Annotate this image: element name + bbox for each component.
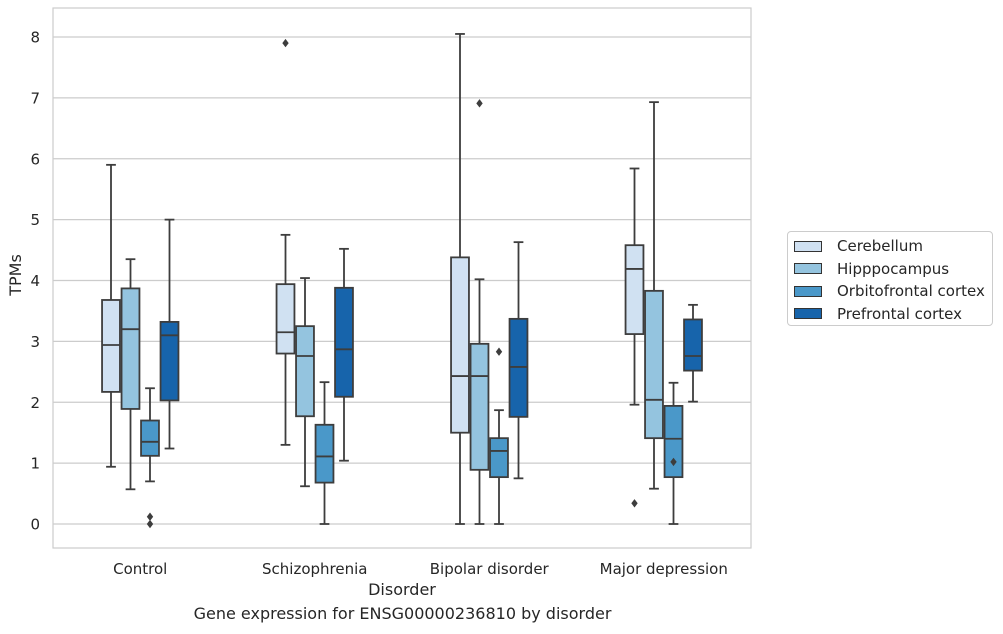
legend-swatch xyxy=(794,263,822,275)
box-iqr xyxy=(644,289,664,440)
box-orbitofrontal-cortex xyxy=(663,381,684,525)
box-cerebellum xyxy=(101,163,121,468)
box-hipppocampus xyxy=(295,277,315,488)
box-iqr xyxy=(508,317,529,418)
box-iqr xyxy=(683,318,703,372)
box-prefrontal-cortex xyxy=(683,303,703,403)
box-hipppocampus xyxy=(469,99,490,525)
box-iqr xyxy=(275,283,296,355)
y-tick-label: 4 xyxy=(30,272,40,290)
legend-swatch xyxy=(794,285,822,297)
box-prefrontal-cortex xyxy=(159,218,180,450)
box-iqr xyxy=(295,325,315,418)
outlier-point xyxy=(282,38,289,48)
legend-item: Orbitofrontal cortex xyxy=(794,280,992,303)
y-tick-label: 7 xyxy=(30,89,40,107)
legend-label: Prefrontal cortex xyxy=(837,304,962,323)
outlier-point xyxy=(146,512,154,521)
box-iqr xyxy=(334,286,354,398)
outlier-point xyxy=(146,519,154,529)
box-iqr xyxy=(469,342,490,471)
box-prefrontal-cortex xyxy=(508,241,529,480)
box-iqr xyxy=(140,419,160,457)
box-iqr xyxy=(159,320,180,402)
legend-label: Hipppocampus xyxy=(837,259,950,278)
legend-item: Cerebellum xyxy=(794,235,992,258)
outlier-point xyxy=(495,347,503,356)
box-iqr xyxy=(101,299,121,393)
legend-label: Cerebellum xyxy=(837,237,923,256)
y-tick-label: 5 xyxy=(30,211,40,229)
y-tick-label: 0 xyxy=(30,516,40,534)
outlier-point xyxy=(476,99,483,108)
y-tick-label: 6 xyxy=(30,150,40,168)
x-tick-label: Schizophrenia xyxy=(262,560,367,578)
box-iqr xyxy=(663,405,684,479)
box-iqr xyxy=(120,287,141,410)
x-axis-label: Disorder xyxy=(368,580,436,599)
outlier-point xyxy=(670,457,677,467)
legend: Cerebellum Hipppocampus Orbitofrontal cort… xyxy=(787,231,993,326)
y-tick-label: 3 xyxy=(30,333,40,351)
legend-item: Hipppocampus xyxy=(794,258,992,281)
box-cerebellum xyxy=(450,33,470,525)
x-tick-label: Control xyxy=(113,560,167,578)
legend-label: Orbitofrontal cortex xyxy=(837,282,985,301)
box-hipppocampus xyxy=(644,101,664,490)
box-iqr xyxy=(314,423,335,484)
legend-item: Prefrontal cortex xyxy=(794,303,992,326)
x-tick-labels: Control Schizophrenia Bipolar disorder Majo… xyxy=(113,560,728,578)
box-orbitofrontal-cortex xyxy=(489,347,509,525)
box-iqr xyxy=(450,256,470,434)
y-tick-label: 2 xyxy=(30,394,40,412)
plot-frame xyxy=(52,7,752,549)
box-orbitofrontal-cortex xyxy=(140,387,160,529)
box-prefrontal-cortex xyxy=(334,247,354,462)
box-cerebellum xyxy=(275,38,296,446)
y-tick-label: 1 xyxy=(30,455,40,473)
x-tick-label: Major depression xyxy=(600,560,728,578)
legend-swatch xyxy=(794,308,822,320)
y-axis-label: TPMs xyxy=(6,254,25,297)
box-iqr xyxy=(624,244,645,335)
box-cerebellum xyxy=(624,167,645,508)
box-hipppocampus xyxy=(120,258,141,491)
y-tick-label: 8 xyxy=(30,29,40,47)
x-tick-label: Bipolar disorder xyxy=(430,560,550,578)
y-tick-labels: 0 1 2 3 4 5 6 7 8 xyxy=(30,29,40,534)
legend-swatch xyxy=(794,240,822,252)
boxes xyxy=(101,33,703,529)
box-iqr xyxy=(489,437,509,479)
outlier-point xyxy=(631,499,638,508)
box-orbitofrontal-cortex xyxy=(314,381,335,525)
chart-title: Gene expression for ENSG00000236810 by d… xyxy=(193,604,612,623)
